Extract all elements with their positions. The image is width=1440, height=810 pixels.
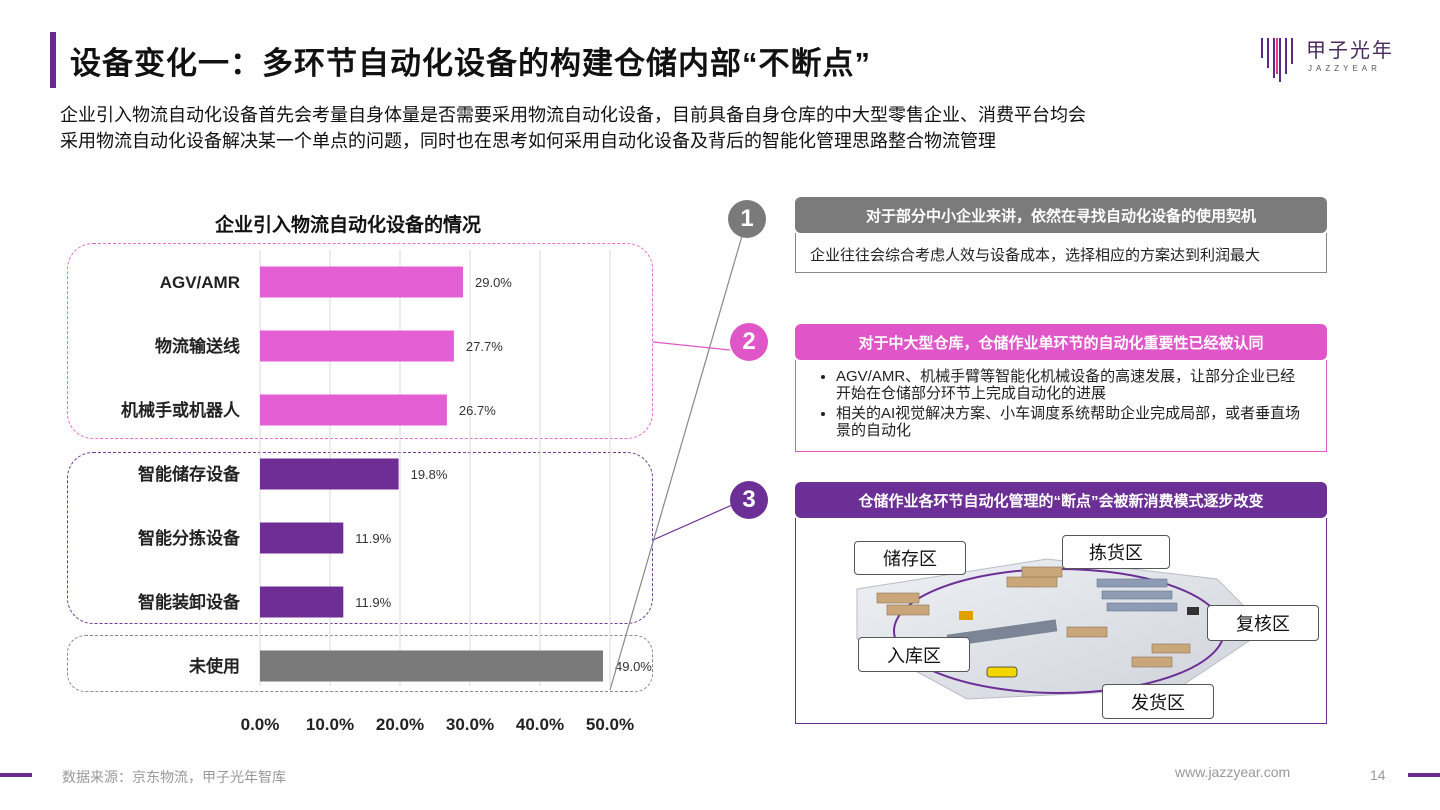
bar [260,330,454,362]
zone-inbound: 入库区 [858,637,970,672]
logo-subtext: JAZZYEAR [1308,64,1381,73]
callout-2-body: AGV/AMR、机械手臂等智能化机械设备的高速发展，让部分企业已经开始在仓储部分… [795,360,1327,452]
callout-3-heading: 仓储作业各环节自动化管理的“断点”会被新消费模式逐步改变 [795,482,1327,518]
callout-number-1: 1 [728,200,766,238]
x-tick-label: 0.0% [241,715,280,734]
bar-chart: 0.0% 10.0% 20.0% 30.0% 40.0% 50.0% AGV/AMR 29.0… [121,250,652,734]
category-label: 未使用 [188,656,240,676]
logo-text: 甲子光年 [1306,40,1394,62]
callout-1-heading: 对于部分中小企业来讲，依然在寻找自动化设备的使用契机 [795,197,1327,233]
x-tick-label: 40.0% [516,715,564,734]
category-label: 智能储存设备 [138,464,241,484]
x-tick-label: 10.0% [306,715,354,734]
category-label: 智能装卸设备 [138,592,241,612]
category-label: 物流输送线 [155,336,240,356]
zone-review: 复核区 [1207,605,1319,641]
data-label: 26.7% [459,403,496,418]
data-label: 27.7% [466,339,503,354]
x-tick-label: 50.0% [586,715,634,734]
zone-shipping: 发货区 [1102,684,1214,719]
jazzyear-logo-icon [1261,38,1293,82]
intro-paragraph: 企业引入物流自动化设备首先会考量自身体量是否需要采用物流自动化设备，目前具备自身… [60,102,1240,154]
bar [260,458,399,490]
category-label: AGV/AMR [160,273,240,292]
bar [260,266,463,298]
chart-title: 企业引入物流自动化设备的情况 [215,215,482,236]
data-source: 数据来源：京东物流，甲子光年智库 [62,769,286,785]
callout-2-bullet-1: AGV/AMR、机械手臂等智能化机械设备的高速发展，让部分企业已经开始在仓储部分… [836,368,1310,402]
data-label: 11.9% [355,595,391,610]
intro-line-1: 企业引入物流自动化设备首先会考量自身体量是否需要采用物流自动化设备，目前具备自身… [60,105,1086,125]
page-title: 设备变化一：多环节自动化设备的构建仓储内部“不断点” [70,46,871,81]
callout-1-body: 企业往往会综合考虑人效与设备成本，选择相应的方案达到利润最大 [795,233,1327,273]
zone-storage: 储存区 [854,541,966,575]
data-label: 19.8% [411,467,448,482]
footer-accent-left [0,773,32,777]
callout-3-body [795,518,1327,724]
website-link[interactable]: www.jazzyear.com [1175,764,1291,780]
data-label: 49.0% [615,659,652,674]
zone-picking: 拣货区 [1062,535,1170,569]
x-tick-label: 20.0% [376,715,424,734]
callout-2-bullet-2: 相关的AI视觉解决方案、小车调度系统帮助企业完成局部，或者垂直场景的自动化 [836,405,1310,439]
bar [260,522,344,554]
data-label: 11.9% [355,531,391,546]
data-label: 29.0% [475,275,512,290]
footer-accent-right [1408,773,1440,777]
intro-line-2: 采用物流自动化设备解决某一个单点的问题，同时也在思考如何采用自动化设备及背后的智… [60,131,996,151]
bar [260,650,603,682]
x-tick-label: 30.0% [446,715,494,734]
bar [260,586,344,618]
callout-number-2: 2 [730,323,768,361]
category-label: 智能分拣设备 [138,528,241,548]
callout-2-heading: 对于中大型仓库，仓储作业单环节的自动化重要性已经被认同 [795,324,1327,360]
callout-number-3: 3 [730,481,768,519]
bar [260,394,447,426]
title-accent-bar [50,32,56,88]
page-number: 14 [1370,767,1386,783]
category-label: 机械手或机器人 [121,400,241,420]
